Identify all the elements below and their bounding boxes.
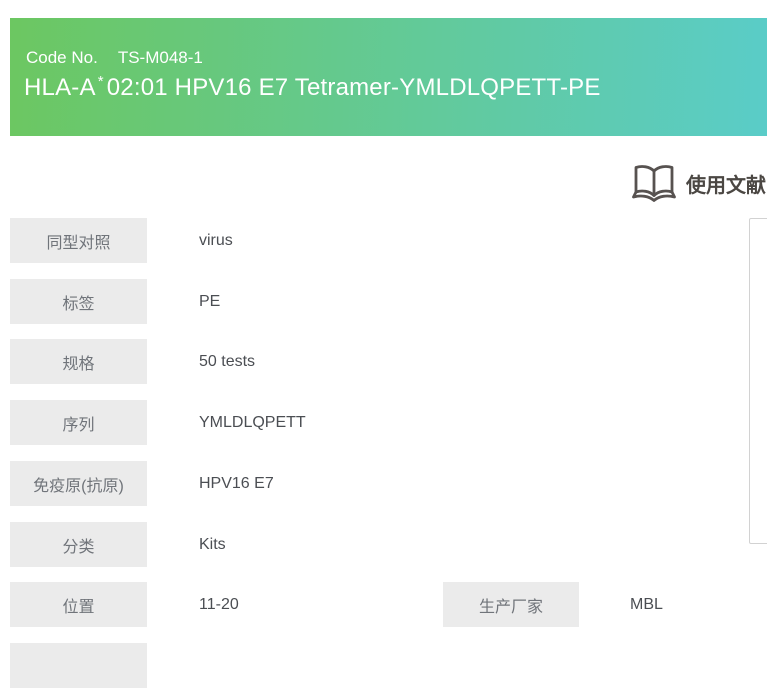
field-label-box: 规格 [10, 339, 147, 384]
field-row-position: 位置 11-20 生产厂家 MBL [10, 582, 767, 627]
field-value: YMLDLQPETT [199, 414, 306, 431]
field-label-box: 标签 [10, 279, 147, 324]
field-row-isotype: 同型对照 virus [10, 218, 767, 263]
field-row-label: 标签 PE [10, 279, 767, 324]
field-label-box: 免疫原(抗原) [10, 461, 147, 506]
usage-literature-link[interactable]: 使用文献 [631, 161, 766, 205]
code-number-line: Code No. TS-M048-1 [26, 48, 203, 67]
page-title: HLA-A * 02:01 HPV16 E7 Tetramer-YMLDLQPETT… [24, 73, 601, 106]
code-number-value: TS-M048-1 [117, 48, 203, 67]
title-asterisk: * [97, 73, 104, 90]
product-fields-table: 同型对照 virus 标签 PE 规格 50 tests 序列 YMLDLQPE… [10, 218, 767, 688]
field-row-category: 分类 Kits [10, 522, 767, 567]
title-main: HLA-A [24, 74, 96, 101]
code-number-label: Code No. [26, 48, 98, 67]
field-value-manufacturer: MBL [630, 596, 663, 613]
field-label-box: 位置 [10, 582, 147, 627]
usage-literature-label: 使用文献 [686, 174, 766, 197]
side-panel [749, 218, 767, 544]
field-label-box-partial [10, 643, 147, 688]
field-value: 11-20 [199, 596, 239, 613]
field-row-size: 规格 50 tests [10, 339, 767, 384]
field-value: PE [199, 293, 221, 310]
field-label-box: 同型对照 [10, 218, 147, 263]
title-rest: 02:01 HPV16 E7 Tetramer-YMLDLQPETT-PE [106, 74, 601, 101]
field-value: HPV16 E7 [199, 475, 274, 492]
field-label-box: 序列 [10, 400, 147, 445]
field-value: virus [199, 232, 233, 249]
field-label-box: 分类 [10, 522, 147, 567]
field-row-sequence: 序列 YMLDLQPETT [10, 400, 767, 445]
open-book-icon [632, 164, 676, 202]
header-banner: Code No. TS-M048-1 HLA-A * 02:01 HPV16 E7 T… [10, 18, 767, 136]
field-label-box-manufacturer: 生产厂家 [443, 582, 579, 627]
field-value: Kits [199, 536, 226, 553]
field-row-immunogen: 免疫原(抗原) HPV16 E7 [10, 461, 767, 506]
field-value: 50 tests [199, 353, 256, 370]
